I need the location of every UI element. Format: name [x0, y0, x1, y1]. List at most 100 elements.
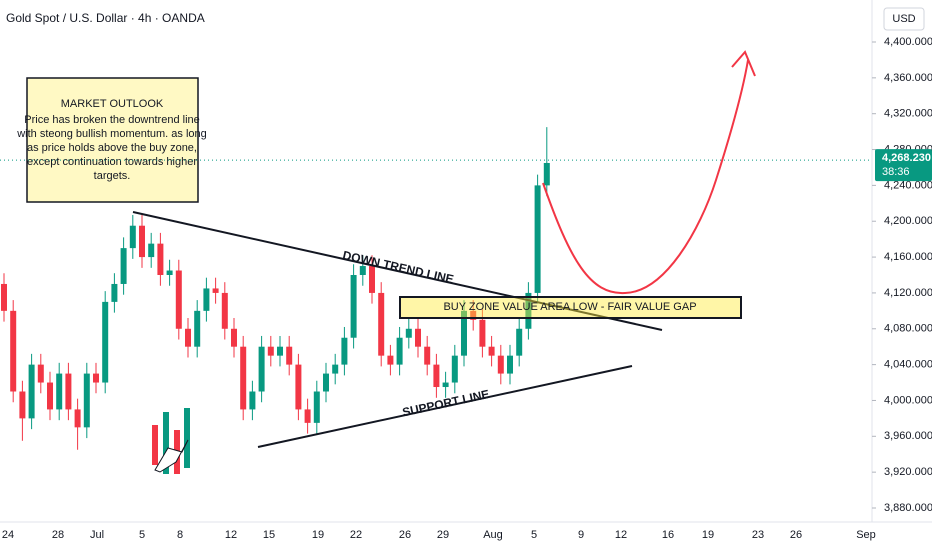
x-tick-label: 12: [225, 529, 237, 541]
projection-curve: [542, 59, 749, 295]
candle-body: [461, 310, 467, 356]
candle-body: [304, 409, 311, 423]
candle-body: [267, 346, 274, 356]
candle-body: [507, 355, 513, 374]
outlook-title: MARKET OUTLOOK: [61, 98, 164, 110]
candle-body: [433, 364, 440, 388]
y-tick-label: 4,040.000: [884, 359, 932, 371]
candle-body: [415, 328, 421, 347]
x-tick-label: 29: [437, 529, 449, 541]
x-tick-label: 19: [312, 529, 324, 541]
candle-body: [93, 373, 99, 383]
candle-body: [65, 373, 72, 410]
candle-body: [37, 364, 44, 383]
candle-body: [534, 185, 541, 293]
candle-body: [295, 364, 302, 410]
y-tick-label: 4,200.000: [884, 215, 932, 227]
y-tick-label: 4,160.000: [884, 251, 932, 263]
candle-body: [488, 346, 495, 356]
candle-body: [231, 328, 237, 347]
candle-body: [497, 355, 504, 374]
y-tick-label: 4,000.000: [884, 394, 932, 406]
candle-body: [451, 355, 458, 383]
x-tick-label: 8: [177, 529, 183, 541]
candle-body: [286, 346, 293, 365]
candle-body: [102, 301, 109, 383]
chart-title: Gold Spot / U.S. Dollar · 4h · OANDA: [6, 11, 205, 25]
candle-body: [56, 373, 63, 410]
x-tick-label: Jul: [90, 529, 104, 541]
y-tick-label: 4,360.000: [884, 72, 932, 84]
candle-body: [405, 328, 412, 338]
candle-body: [470, 310, 477, 320]
candle-body: [185, 328, 191, 347]
candle-body: [332, 364, 339, 374]
countdown-label: 38:36: [882, 166, 910, 178]
last-price-box: [875, 149, 932, 182]
x-tick-label: 28: [52, 529, 64, 541]
outlook-line: except continuation towards higher: [27, 156, 197, 168]
candle-body: [212, 288, 219, 293]
outlook-line: with steong bullish momentum. as long: [16, 128, 207, 140]
x-tick-label: 12: [615, 529, 627, 541]
candle-body: [28, 364, 35, 419]
currency-box[interactable]: [883, 7, 925, 31]
candle-body: [139, 225, 145, 258]
outlook-line: targets.: [94, 170, 131, 182]
support-line: [257, 365, 633, 448]
y-tick-label: 4,120.000: [884, 287, 932, 299]
candle-body: [378, 292, 385, 356]
y-tick-label: 4,320.000: [884, 108, 932, 120]
x-tick-label: Aug: [483, 529, 503, 541]
candle-body: [19, 391, 26, 419]
downtrend-line: [132, 211, 663, 331]
y-tick-label: 3,920.000: [884, 466, 932, 478]
x-tick-label: 16: [662, 529, 674, 541]
candle-body: [157, 243, 164, 275]
candle-body: [175, 270, 182, 329]
candle-body: [277, 346, 283, 356]
y-tick-label: 4,240.000: [884, 179, 932, 191]
candle-body: [479, 319, 486, 347]
x-tick-label: 23: [752, 529, 764, 541]
currency-label: USD: [892, 13, 915, 25]
outlook-box: [26, 77, 199, 203]
x-tick-label: 5: [531, 529, 537, 541]
x-tick-label: Sep: [856, 529, 876, 541]
x-tick-label: 22: [350, 529, 362, 541]
buy-zone: [399, 296, 742, 319]
y-tick-label: 4,400.000: [884, 36, 932, 48]
x-tick-label: 5: [139, 529, 145, 541]
last-price-label: 4,268.230: [882, 152, 931, 164]
candle-body: [525, 292, 532, 329]
candle-body: [396, 337, 403, 365]
bull-bear-icon: [152, 408, 190, 474]
y-tick-label: 3,960.000: [884, 430, 932, 442]
candle-body: [166, 270, 173, 275]
candle-body: [10, 310, 17, 392]
x-tick-label: 26: [399, 529, 411, 541]
candle-body: [203, 288, 210, 311]
candle-body: [148, 243, 155, 258]
projection-arrowhead: [731, 50, 756, 77]
candle-body: [249, 391, 256, 410]
y-tick-label: 3,880.000: [884, 502, 932, 514]
candle-body: [313, 391, 320, 423]
x-tick-label: 19: [702, 529, 714, 541]
candle-body: [129, 225, 136, 249]
candle-body: [111, 283, 118, 302]
candle-body: [369, 266, 375, 293]
x-tick-label: 15: [263, 529, 275, 541]
candle-body: [323, 373, 329, 392]
candle-body: [424, 346, 431, 365]
candle-body: [47, 382, 53, 410]
candle-body: [341, 337, 348, 365]
candle-body: [240, 346, 247, 410]
buy-zone-label: BUY ZONE VALUE AREA LOW - FAIR VALUE GAP: [443, 301, 696, 313]
candle-body: [221, 292, 228, 329]
x-tick-label: 9: [578, 529, 584, 541]
outlook-line: as price holds above the buy zone,: [27, 142, 197, 154]
candle-body: [516, 328, 523, 356]
